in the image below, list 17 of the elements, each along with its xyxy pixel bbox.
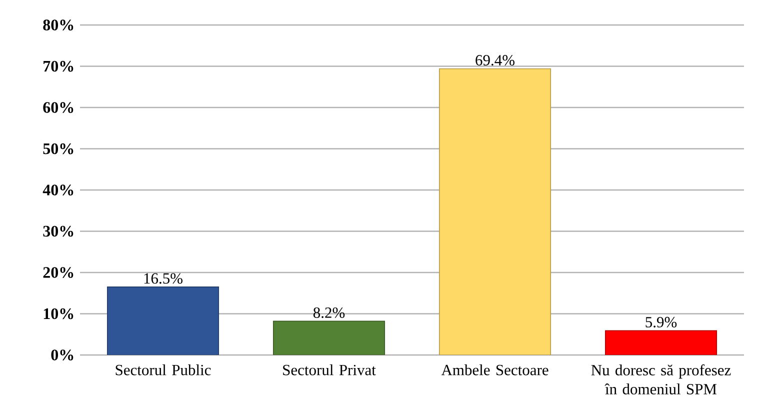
data-label: 16.5% [144, 273, 182, 284]
x-tick-label: Sectorul Privat [283, 364, 376, 376]
y-tick-label: 80% [43, 20, 74, 30]
y-tick-label: 70% [44, 60, 74, 72]
y-tick-label: 40% [42, 184, 74, 196]
y-tick-label: 60% [43, 102, 74, 113]
x-tick-label: Nu doresc să profesez în domeniul SPM [591, 364, 731, 394]
x-tick-label: Ambele Sectoare [441, 364, 548, 376]
x-tick-label: Sectorul Public [116, 364, 211, 376]
y-tick-label: 20% [43, 267, 74, 278]
data-label: 69.4% [476, 55, 514, 66]
data-label: 5.9% [646, 316, 677, 328]
data-label: 8.2% [313, 307, 345, 318]
y-tick-label: 50% [43, 143, 74, 154]
y-tick-label: 30% [43, 226, 74, 237]
y-tick-label: 0% [51, 350, 74, 360]
y-tick-label: 10% [44, 308, 74, 320]
